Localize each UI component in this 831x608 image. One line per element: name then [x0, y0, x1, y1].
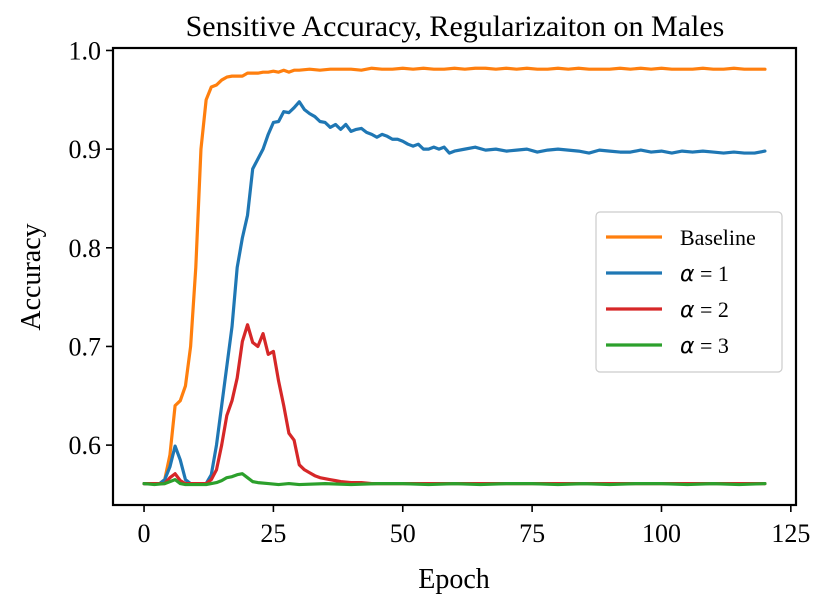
x-axis: 0 25 50 75 100 125 — [138, 505, 810, 548]
legend-label-3: α = 3 — [680, 333, 729, 359]
y-axis-label: Accuracy — [16, 223, 47, 330]
series-line-3 — [142, 472, 767, 487]
y-axis: 0.6 0.7 0.8 0.9 1.0 — [69, 36, 113, 460]
x-tick-label: 0 — [138, 519, 151, 548]
legend-label-1: α = 1 — [680, 261, 729, 287]
legend-alpha-symbol: α — [680, 334, 695, 359]
legend-box — [595, 211, 783, 373]
y-tick-label: 0.8 — [69, 234, 102, 263]
legend-label-0: Baseline — [680, 225, 756, 250]
series-line-0 — [142, 66, 767, 486]
y-tick-label: 1.0 — [69, 36, 102, 65]
legend-label-text: = 2 — [695, 297, 729, 322]
x-tick-label: 125 — [771, 519, 810, 548]
legend-label-2: α = 2 — [680, 297, 729, 323]
y-tick-label: 0.9 — [69, 135, 102, 164]
series-line-1 — [142, 100, 767, 486]
series-layer — [142, 66, 767, 487]
plot-frame — [111, 46, 798, 507]
legend-alpha-symbol: α — [680, 298, 695, 323]
x-tick-label: 25 — [260, 519, 286, 548]
y-tick-label: 0.6 — [69, 431, 102, 460]
legend-label-text: = 1 — [695, 261, 729, 286]
x-axis-label: Epoch — [418, 564, 490, 595]
y-tick-label: 0.7 — [69, 332, 102, 361]
legend-label-text: = 3 — [695, 333, 729, 358]
legend-alpha-symbol: α — [680, 262, 695, 287]
legend-label-text: Baseline — [680, 225, 756, 250]
chart-title: Sensitive Accuracy, Regularizaiton on Ma… — [186, 10, 725, 43]
x-tick-label: 100 — [642, 519, 681, 548]
x-tick-label: 75 — [519, 519, 545, 548]
x-tick-label: 50 — [390, 519, 416, 548]
